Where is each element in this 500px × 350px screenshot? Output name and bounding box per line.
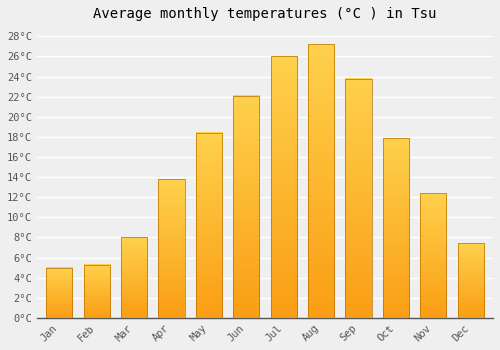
Bar <box>233 96 260 318</box>
Bar <box>420 193 446 318</box>
Bar <box>196 133 222 318</box>
Title: Average monthly temperatures (°C ) in Tsu: Average monthly temperatures (°C ) in Ts… <box>93 7 436 21</box>
Bar <box>46 268 72 318</box>
Bar <box>84 265 110 318</box>
Bar <box>382 138 409 318</box>
Bar <box>158 179 184 318</box>
Bar <box>308 44 334 318</box>
Bar <box>270 56 296 318</box>
Bar <box>346 78 372 318</box>
Bar <box>458 244 483 318</box>
Bar <box>121 237 147 318</box>
